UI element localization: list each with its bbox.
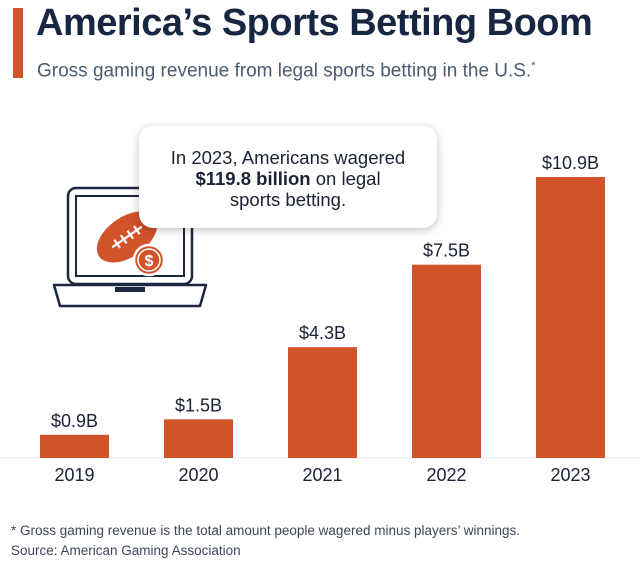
callout-line-2: $119.8 billion on legal	[139, 168, 437, 189]
bar-value-label-2022: $7.5B	[423, 241, 470, 261]
bar-2021	[288, 347, 357, 458]
source-note: Source: American Gaming Association	[11, 543, 241, 558]
subtitle-text: Gross gaming revenue from legal sports b…	[37, 60, 532, 82]
callout-box: In 2023, Americans wagered $119.8 billio…	[139, 126, 437, 228]
dollar-coin-icon: $	[132, 243, 166, 277]
bar-2019	[40, 434, 109, 458]
bar-2022	[412, 264, 481, 458]
footnote: * Gross gaming revenue is the total amou…	[11, 523, 521, 538]
callout-highlight-amount: $119.8 billion	[195, 168, 311, 189]
x-tick-label-2021: 2021	[302, 465, 342, 485]
svg-text:$: $	[145, 253, 154, 270]
subtitle-footnote-marker: *	[531, 60, 536, 72]
laptop-trackpad	[115, 287, 145, 292]
laptop-screen-inner	[75, 195, 185, 277]
bar-2020	[164, 419, 233, 458]
chart-title: America’s Sports Betting Boom	[36, 2, 593, 44]
bar-2023	[536, 177, 605, 458]
callout-line-2-rest: on legal	[310, 168, 381, 189]
bar-value-label-2020: $1.5B	[175, 395, 222, 415]
x-tick-label-2023: 2023	[550, 465, 590, 485]
callout-line-3: sports betting.	[229, 189, 347, 210]
x-tick-label-2019: 2019	[54, 465, 94, 485]
title-accent-bar	[13, 8, 23, 78]
callout-text: In 2023, Americans wagered $119.8 billio…	[139, 147, 437, 210]
x-tick-label-2020: 2020	[178, 465, 218, 485]
callout-line-1: In 2023, Americans wagered	[170, 147, 406, 168]
bar-value-label-2021: $4.3B	[299, 323, 346, 343]
chart-subtitle: Gross gaming revenue from legal sports b…	[37, 60, 536, 82]
bar-value-label-2019: $0.9B	[51, 411, 98, 431]
laptop-base	[52, 283, 208, 308]
bar-value-label-2023: $10.9B	[542, 153, 599, 173]
bars-group: $0.9B 2019 $1.5B 2020 $4.3B 2021 $7.5B 2022 $10.…	[40, 153, 605, 485]
x-tick-label-2022: 2022	[426, 465, 466, 485]
